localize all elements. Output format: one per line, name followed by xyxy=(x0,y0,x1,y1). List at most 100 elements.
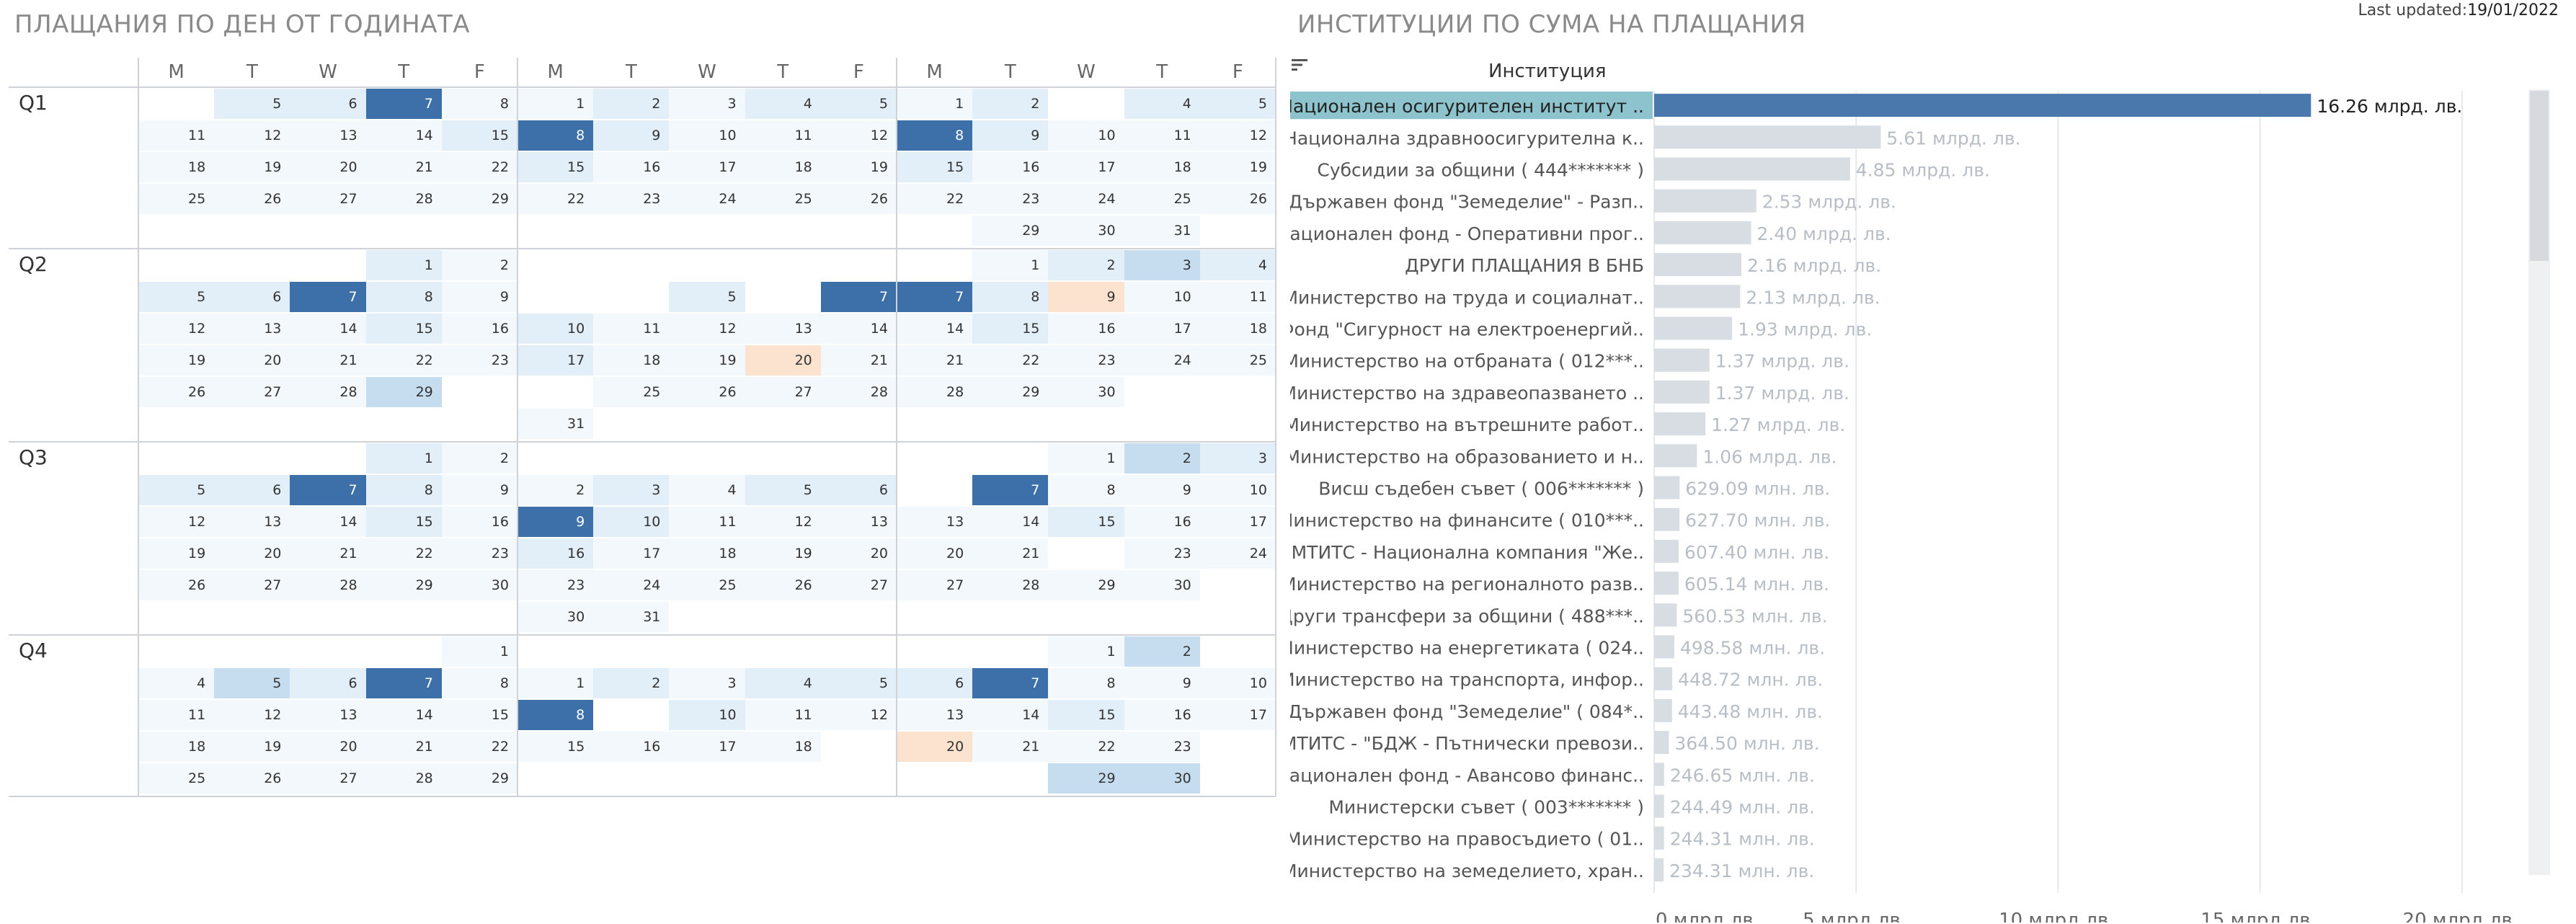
institution-label[interactable]: Министерство на транспорта, инфор.. xyxy=(1290,670,1644,690)
institution-bar[interactable] xyxy=(1654,826,1664,850)
institution-bar[interactable] xyxy=(1654,794,1664,818)
calendar-day-cell[interactable]: 10 xyxy=(518,314,594,344)
calendar-day-cell[interactable]: 13 xyxy=(214,314,290,344)
calendar-day-cell[interactable]: 28 xyxy=(290,570,366,600)
calendar-day-cell[interactable]: 5 xyxy=(1199,89,1276,119)
calendar-day-cell[interactable]: 13 xyxy=(820,507,897,537)
calendar-day-cell[interactable]: 19 xyxy=(138,345,215,376)
calendar-day-cell[interactable]: 1 xyxy=(365,443,442,474)
calendar-day-cell[interactable]: 15 xyxy=(518,732,594,762)
calendar-day-cell[interactable]: 4 xyxy=(1124,89,1200,119)
calendar-day-cell[interactable]: 7 xyxy=(972,668,1049,698)
calendar-day-cell[interactable]: 1 xyxy=(441,636,518,667)
institution-label[interactable]: Министерство на правосъдието ( 01.. xyxy=(1290,829,1644,850)
calendar-day-cell[interactable]: 5 xyxy=(214,668,290,698)
institution-bar[interactable] xyxy=(1654,539,1679,563)
calendar-day-cell[interactable]: 26 xyxy=(214,184,290,214)
institution-bar[interactable] xyxy=(1654,603,1677,627)
calendar-day-cell[interactable]: 15 xyxy=(897,152,973,182)
calendar-day-cell[interactable]: 30 xyxy=(1124,570,1200,600)
calendar-day-cell[interactable]: 22 xyxy=(441,152,518,182)
calendar-day-cell[interactable]: 30 xyxy=(1048,216,1124,246)
calendar-day-cell[interactable]: 18 xyxy=(669,538,745,569)
calendar-day-cell[interactable]: 1 xyxy=(1048,636,1124,667)
calendar-day-cell[interactable]: 10 xyxy=(669,700,745,730)
calendar-day-cell[interactable]: 9 xyxy=(441,475,518,505)
calendar-day-cell[interactable]: 23 xyxy=(1124,538,1200,569)
calendar-day-cell[interactable]: 13 xyxy=(745,314,821,344)
calendar-day-cell[interactable]: 5 xyxy=(214,89,290,119)
calendar-day-cell[interactable]: 26 xyxy=(138,377,215,407)
calendar-day-cell[interactable]: 9 xyxy=(972,120,1049,151)
institution-label[interactable]: Други трансфери за общини ( 488***.. xyxy=(1290,605,1644,626)
calendar-day-cell[interactable]: 5 xyxy=(820,668,897,698)
calendar-day-cell[interactable]: 11 xyxy=(745,120,821,151)
calendar-day-cell[interactable]: 26 xyxy=(669,377,745,407)
calendar-day-cell[interactable]: 23 xyxy=(441,345,518,376)
calendar-day-cell[interactable]: 26 xyxy=(138,570,215,600)
calendar-day-cell[interactable]: 15 xyxy=(441,120,518,151)
calendar-day-cell[interactable]: 29 xyxy=(1048,570,1124,600)
calendar-day-cell[interactable]: 4 xyxy=(745,89,821,119)
institution-bar[interactable] xyxy=(1654,635,1674,659)
institution-bar[interactable] xyxy=(1654,253,1742,277)
calendar-day-cell[interactable]: 21 xyxy=(365,732,442,762)
calendar-day-cell[interactable]: 18 xyxy=(745,152,821,182)
calendar-day-cell[interactable]: 12 xyxy=(214,120,290,151)
calendar-day-cell[interactable]: 18 xyxy=(1124,152,1200,182)
calendar-day-cell[interactable]: 1 xyxy=(1048,443,1124,474)
calendar-day-cell[interactable]: 29 xyxy=(441,763,518,794)
institution-label[interactable]: Държавен фонд "Земеделие" ( 084*.. xyxy=(1290,701,1644,722)
calendar-day-cell[interactable]: 15 xyxy=(1048,507,1124,537)
calendar-day-cell[interactable]: 2 xyxy=(1124,636,1200,667)
calendar-day-cell[interactable]: 24 xyxy=(593,570,670,600)
calendar-day-cell[interactable]: 12 xyxy=(669,314,745,344)
calendar-day-cell[interactable]: 29 xyxy=(972,377,1049,407)
calendar-day-cell[interactable]: 14 xyxy=(972,700,1049,730)
calendar-day-cell[interactable]: 24 xyxy=(1124,345,1200,376)
calendar-day-cell[interactable]: 6 xyxy=(214,282,290,312)
institution-bar[interactable] xyxy=(1654,444,1697,468)
institution-label[interactable]: Фонд "Сигурност на електроенергий.. xyxy=(1290,319,1644,340)
sort-descending-icon[interactable] xyxy=(1290,58,1309,72)
institution-label[interactable]: Министерство на вътрешните работ.. xyxy=(1290,414,1644,435)
calendar-day-cell[interactable]: 3 xyxy=(593,475,670,505)
institution-bar[interactable] xyxy=(1654,572,1679,595)
calendar-day-cell[interactable]: 3 xyxy=(1199,443,1276,474)
institution-label[interactable]: Министерство на отбраната ( 012***.. xyxy=(1290,351,1644,372)
calendar-day-cell[interactable]: 25 xyxy=(1199,345,1276,376)
calendar-day-cell[interactable]: 18 xyxy=(138,152,215,182)
calendar-day-cell[interactable]: 8 xyxy=(1048,668,1124,698)
calendar-day-cell[interactable]: 10 xyxy=(669,120,745,151)
calendar-day-cell[interactable]: 2 xyxy=(1124,443,1200,474)
calendar-day-cell[interactable]: 27 xyxy=(214,377,290,407)
calendar-day-cell[interactable]: 21 xyxy=(290,345,366,376)
calendar-day-cell[interactable]: 30 xyxy=(1124,763,1200,794)
calendar-day-cell[interactable]: 5 xyxy=(138,475,215,505)
institution-bar[interactable] xyxy=(1654,189,1756,213)
calendar-day-cell[interactable]: 8 xyxy=(518,700,594,730)
institution-label[interactable]: МТИТС - Национална компания "Же.. xyxy=(1292,542,1644,563)
calendar-day-cell[interactable]: 6 xyxy=(290,668,366,698)
institution-label[interactable]: Министерски съвет ( 003******* ) xyxy=(1328,797,1644,818)
calendar-day-cell[interactable]: 11 xyxy=(1199,282,1276,312)
institution-bar[interactable] xyxy=(1654,157,1850,181)
calendar-day-cell[interactable]: 2 xyxy=(518,475,594,505)
calendar-day-cell[interactable]: 15 xyxy=(518,152,594,182)
calendar-day-cell[interactable]: 19 xyxy=(820,152,897,182)
calendar-day-cell[interactable]: 23 xyxy=(518,570,594,600)
calendar-day-cell[interactable]: 16 xyxy=(593,732,670,762)
calendar-day-cell[interactable]: 27 xyxy=(214,570,290,600)
calendar-day-cell[interactable]: 23 xyxy=(593,184,670,214)
calendar-day-cell[interactable]: 14 xyxy=(365,120,442,151)
calendar-day-cell[interactable]: 14 xyxy=(290,314,366,344)
chart-scroll-thumb[interactable] xyxy=(2530,91,2549,261)
calendar-day-cell[interactable]: 30 xyxy=(518,602,594,632)
calendar-day-cell[interactable]: 12 xyxy=(820,700,897,730)
calendar-day-cell[interactable]: 20 xyxy=(897,538,973,569)
calendar-day-cell[interactable]: 12 xyxy=(138,314,215,344)
calendar-day-cell[interactable]: 22 xyxy=(972,345,1049,376)
institution-label[interactable]: Национален осигурителен институт .. xyxy=(1290,96,1644,117)
calendar-day-cell[interactable]: 4 xyxy=(669,475,745,505)
calendar-day-cell[interactable]: 30 xyxy=(441,570,518,600)
